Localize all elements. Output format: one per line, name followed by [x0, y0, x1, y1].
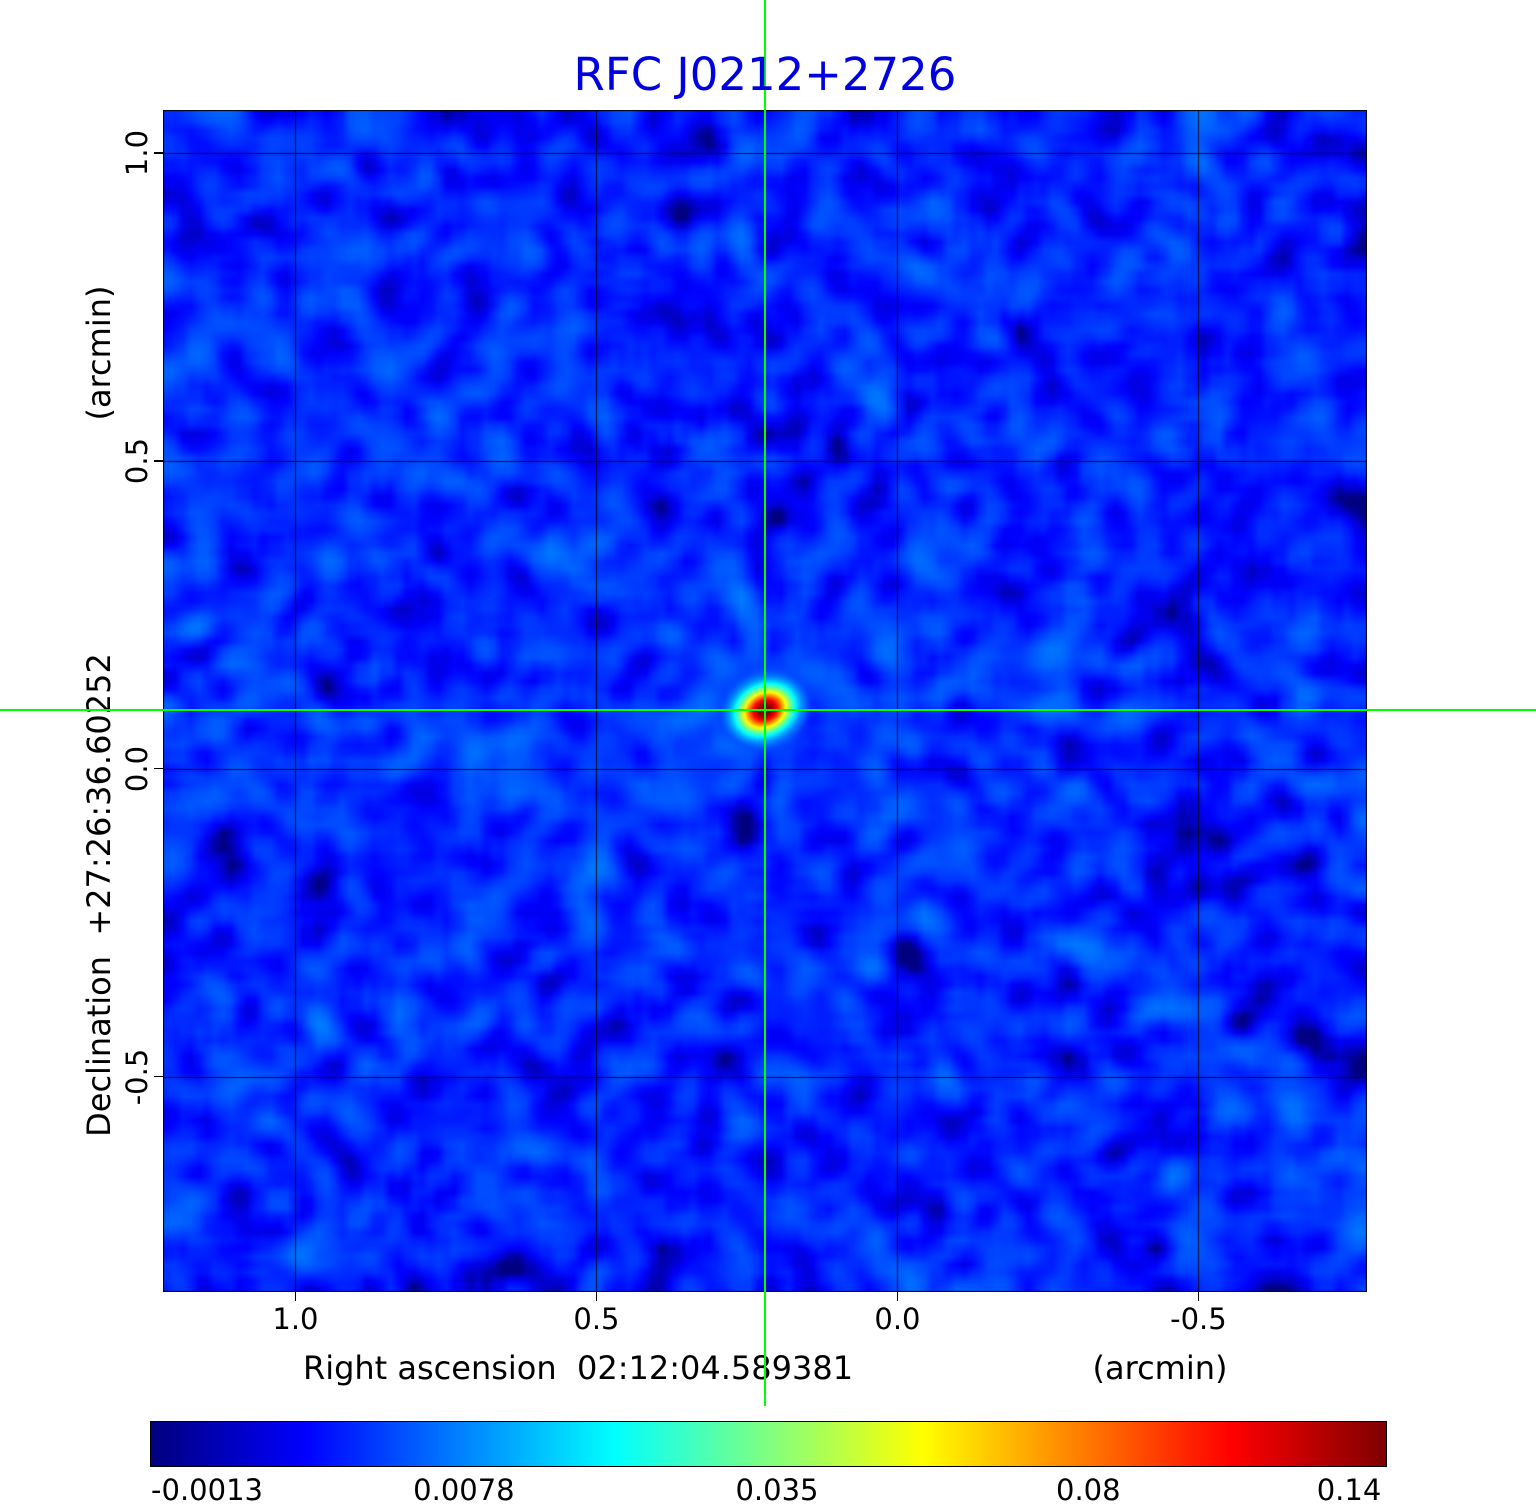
x-axis-label: Right ascension 02:12:04.589381 [302, 1349, 854, 1387]
x-tick-mark [1197, 1292, 1200, 1301]
x-tick-label: 1.0 [272, 1302, 319, 1336]
colorbar-tick-label: 0.08 [1056, 1473, 1121, 1507]
y-axis-unit: (arcmin) [80, 285, 118, 421]
y-tick-mark [154, 767, 163, 770]
x-tick-mark [294, 1292, 297, 1301]
x-axis-unit: (arcmin) [1092, 1349, 1228, 1387]
y-tick-label: 1.0 [120, 130, 154, 177]
y-tick-label: 0.0 [120, 745, 154, 792]
x-tick-label: 0.5 [573, 1302, 620, 1336]
colorbar-gradient [150, 1421, 1387, 1467]
colorbar-tick-label: 0.035 [735, 1473, 819, 1507]
y-tick-label: -0.5 [120, 1048, 154, 1105]
x-tick-label: 0.0 [874, 1302, 921, 1336]
x-tick-mark [595, 1292, 598, 1301]
y-axis-label: Declination +27:26:36.60252 [80, 653, 118, 1137]
crosshair-horizontal-line [0, 709, 1536, 712]
figure-title: RFC J0212+2726 [573, 48, 957, 101]
y-tick-mark [154, 460, 163, 462]
y-tick-mark [154, 1075, 163, 1078]
y-tick-label: 0.5 [120, 437, 154, 484]
x-tick-mark [896, 1292, 899, 1301]
crosshair-vertical-line [764, 0, 766, 1406]
colorbar-tick-label: 0.14 [1316, 1473, 1382, 1507]
y-tick-mark [154, 152, 163, 154]
colorbar-tick-label: -0.0013 [151, 1473, 263, 1507]
x-tick-label: -0.5 [1170, 1302, 1227, 1336]
colorbar-tick-label: 0.0078 [413, 1473, 515, 1507]
